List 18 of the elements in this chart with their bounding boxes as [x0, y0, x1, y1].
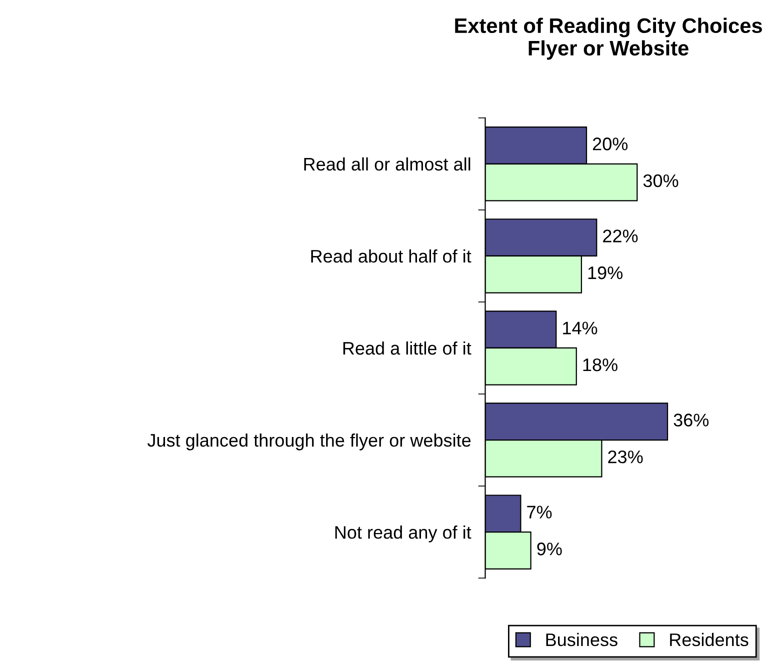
y-tick-label: Read all or almost all	[304, 157, 470, 171]
legend-label: Residents	[670, 632, 748, 646]
y-tick-label: Read about half of it	[311, 249, 472, 263]
data-label: 19%	[588, 266, 622, 280]
data-label: 20%	[592, 138, 628, 150]
legend-label: Business	[546, 632, 618, 646]
data-label: 23%	[608, 450, 643, 464]
y-tick-label: Just glanced through the flyer or website	[147, 433, 471, 450]
data-label: 14%	[563, 322, 598, 334]
data-label: 9%	[537, 542, 562, 556]
data-label: 30%	[643, 174, 678, 188]
chart-title: Extent of Reading City Choices Flyer or Website	[455, 18, 762, 60]
data-label: 22%	[603, 230, 638, 242]
data-label: 36%	[674, 414, 709, 426]
y-tick-label: Not read any of it	[335, 526, 472, 542]
y-tick-label: Read a little of it	[343, 341, 472, 355]
data-label: 7%	[527, 506, 552, 518]
data-label: 18%	[583, 358, 618, 372]
